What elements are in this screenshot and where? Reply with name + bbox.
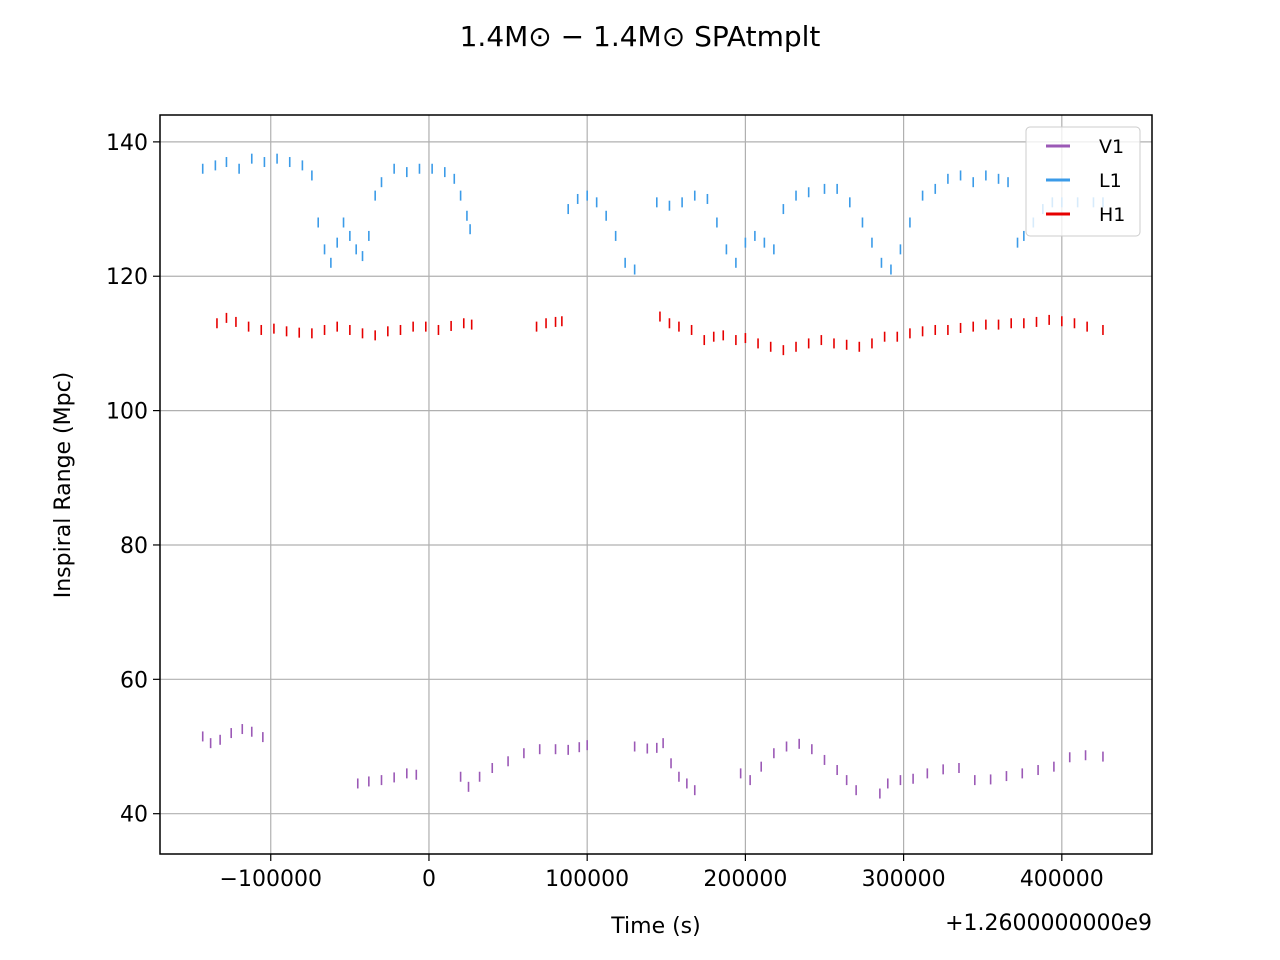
x-axis: −100000 0 100000 200000 300000 400000 bbox=[220, 854, 1104, 892]
legend-box bbox=[1025, 126, 1141, 237]
legend-item-h1: H1 bbox=[1046, 204, 1125, 226]
x-axis-label: Time (s) bbox=[610, 914, 700, 939]
legend-label: V1 bbox=[1099, 136, 1124, 158]
y-tick-label: 140 bbox=[106, 131, 148, 156]
series-v1 bbox=[201, 724, 1104, 799]
x-tick-label: 0 bbox=[422, 867, 436, 892]
legend-item-v1: V1 bbox=[1046, 136, 1124, 158]
x-tick-label: 300000 bbox=[862, 867, 946, 892]
y-axis: 40 60 80 100 120 140 bbox=[106, 131, 160, 828]
plot-frame bbox=[159, 114, 1153, 855]
legend-item-l1: L1 bbox=[1046, 170, 1122, 192]
series-layer bbox=[201, 153, 1104, 799]
y-tick-label: 40 bbox=[120, 803, 148, 828]
x-axis-offset-label: +1.2600000000e9 bbox=[945, 911, 1152, 936]
series-h1 bbox=[216, 311, 1104, 356]
y-tick-label: 80 bbox=[120, 534, 148, 559]
x-tick-label: 200000 bbox=[703, 867, 787, 892]
legend: V1 L1 H1 bbox=[1025, 126, 1141, 237]
y-tick-label: 120 bbox=[106, 265, 148, 290]
x-tick-label: 400000 bbox=[1020, 867, 1104, 892]
x-tick-label: −100000 bbox=[220, 867, 322, 892]
y-tick-label: 60 bbox=[120, 668, 148, 693]
chart-title: 1.4M⊙ − 1.4M⊙ SPAtmplt bbox=[460, 20, 821, 53]
y-axis-label: Inspiral Range (Mpc) bbox=[51, 372, 76, 599]
y-tick-label: 100 bbox=[106, 400, 148, 425]
legend-label: H1 bbox=[1099, 204, 1125, 226]
grid bbox=[160, 115, 1152, 854]
legend-label: L1 bbox=[1099, 170, 1122, 192]
x-tick-label: 100000 bbox=[545, 867, 629, 892]
series-l1 bbox=[201, 153, 1104, 275]
